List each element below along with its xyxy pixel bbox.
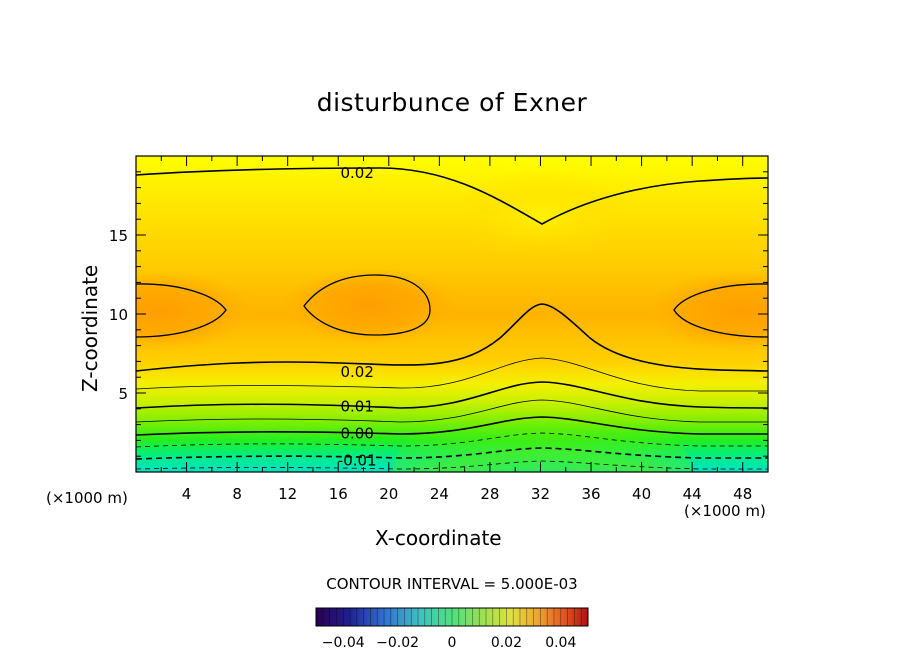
contour-line-neg-0.005 bbox=[136, 432, 768, 448]
contour-label: 0.01 bbox=[340, 398, 373, 416]
x-unit-right-label: (×1000 m) bbox=[684, 502, 766, 520]
y-tick-label: 15 bbox=[109, 227, 128, 245]
upper-center-pale-region bbox=[452, 170, 632, 260]
x-tick-label: 8 bbox=[232, 485, 242, 503]
x-tick-label: 16 bbox=[329, 485, 348, 503]
colorbar: −0.04 −0.02 0 0.02 0.04 bbox=[315, 607, 589, 651]
x-tick-label: 24 bbox=[430, 485, 449, 503]
x-tick-label: 32 bbox=[531, 485, 550, 503]
x-tick-label: 36 bbox=[581, 485, 600, 503]
colorbar-tick-label: 0 bbox=[448, 635, 457, 651]
contour-line-0.00 bbox=[136, 416, 768, 436]
right-lobe-fill bbox=[645, 271, 768, 351]
contour-line-0.005 bbox=[136, 399, 768, 423]
contour-line-left-lobe bbox=[136, 283, 227, 338]
y-tick-label: 5 bbox=[118, 385, 128, 403]
contour-label: 0.02 bbox=[340, 363, 373, 381]
x-tick-label: 48 bbox=[733, 485, 752, 503]
left-lobe-fill bbox=[136, 271, 255, 351]
colorbar-tick-label: −0.04 bbox=[322, 635, 365, 651]
x-tick-label: 44 bbox=[683, 485, 702, 503]
contour-field bbox=[136, 156, 768, 472]
y-axis-ticks: 5 10 15 bbox=[109, 171, 768, 457]
chart-title: disturbunce of Exner bbox=[316, 88, 588, 117]
contour-line-neg-0.01 bbox=[136, 447, 768, 460]
colorbar-tick-label: 0.04 bbox=[545, 635, 576, 651]
lower-bump-fill bbox=[392, 395, 692, 472]
contour-line-0.02 bbox=[136, 303, 768, 372]
contour-interval-label: CONTOUR INTERVAL = 5.000E-03 bbox=[326, 575, 578, 593]
contour-line-0.015 bbox=[136, 357, 768, 392]
contour-line-neg-0.015 bbox=[136, 460, 768, 470]
x-tick-label: 28 bbox=[480, 485, 499, 503]
contour-labels: 0.02 0.02 0.01 0.00 -0.01 bbox=[338, 164, 377, 470]
center-lobe-fill bbox=[280, 268, 460, 344]
colorbar-tick-label: −0.02 bbox=[376, 635, 419, 651]
contour-line-0.01 bbox=[136, 381, 768, 409]
colorbar-tick-label: 0.02 bbox=[491, 635, 522, 651]
x-tick-label: 20 bbox=[379, 485, 398, 503]
x-axis-label: X-coordinate bbox=[375, 526, 502, 550]
colorbar-tick-labels: −0.04 −0.02 0 0.02 0.04 bbox=[322, 635, 577, 651]
y-tick-label: 10 bbox=[109, 306, 128, 324]
contour-label: -0.01 bbox=[338, 451, 377, 469]
x-tick-label: 4 bbox=[182, 485, 192, 503]
x-unit-left-label: (×1000 m) bbox=[46, 489, 128, 507]
colorbar-stripes bbox=[322, 608, 582, 626]
contour-line-right-lobe bbox=[673, 283, 768, 338]
contour-label: 0.00 bbox=[340, 425, 373, 443]
x-tick-label: 40 bbox=[632, 485, 651, 503]
contour-line-upper bbox=[136, 167, 768, 225]
x-tick-label: 12 bbox=[278, 485, 297, 503]
x-axis-ticks: 4 8 12 16 20 24 28 32 36 40 44 48 bbox=[160, 156, 752, 503]
contour-line-center-lobe bbox=[303, 274, 431, 336]
contour-label: 0.02 bbox=[340, 164, 373, 182]
